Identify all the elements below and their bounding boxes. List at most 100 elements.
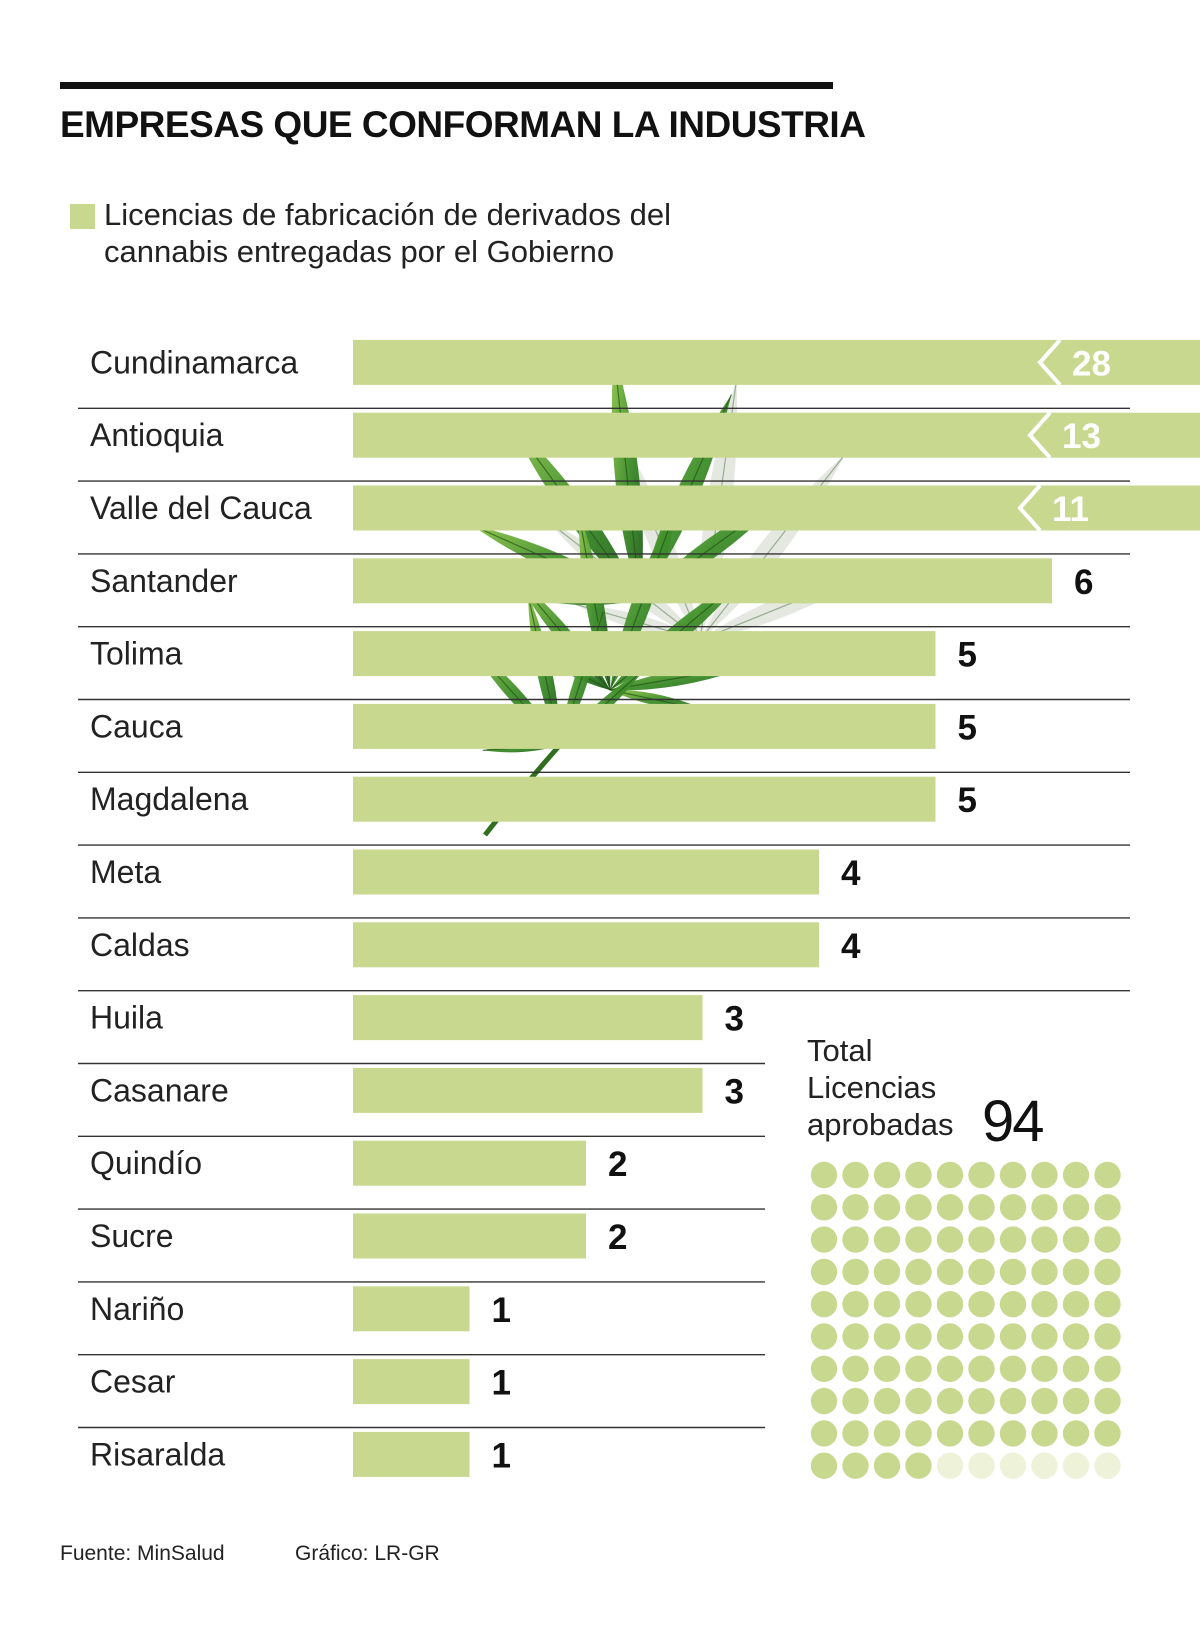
license-dot bbox=[1031, 1194, 1058, 1221]
license-dot bbox=[999, 1420, 1027, 1447]
license-dot bbox=[842, 1387, 869, 1415]
bar bbox=[353, 339, 1200, 385]
license-dot bbox=[842, 1258, 869, 1286]
bar-category-label: Huila bbox=[90, 1000, 163, 1036]
license-dot bbox=[968, 1387, 995, 1415]
bar-category-label: Santander bbox=[90, 563, 238, 599]
license-dot bbox=[810, 1226, 838, 1253]
license-dot bbox=[873, 1258, 901, 1286]
license-dot bbox=[905, 1323, 932, 1350]
license-dot bbox=[810, 1291, 838, 1318]
license-dot bbox=[1062, 1226, 1090, 1253]
license-dot bbox=[842, 1452, 869, 1479]
bar-value-label: 1 bbox=[492, 1364, 511, 1403]
bar-category-label: Risaralda bbox=[90, 1436, 225, 1472]
license-dot bbox=[999, 1323, 1027, 1350]
bar-value-label: 13 bbox=[1062, 417, 1101, 456]
bar-category-label: Cauca bbox=[90, 708, 183, 744]
license-dot bbox=[1062, 1420, 1090, 1447]
license-dot bbox=[1031, 1161, 1058, 1189]
license-dot bbox=[936, 1387, 964, 1415]
license-dot bbox=[1062, 1387, 1090, 1415]
bar-value-label: 2 bbox=[608, 1145, 627, 1184]
bar-value-label: 3 bbox=[725, 1000, 744, 1039]
license-dot bbox=[1094, 1194, 1121, 1221]
bar-value-label: 28 bbox=[1072, 344, 1111, 383]
license-dot bbox=[999, 1226, 1027, 1253]
license-dot bbox=[1031, 1291, 1058, 1318]
license-dot bbox=[968, 1420, 995, 1447]
bar-value-label: 1 bbox=[492, 1436, 511, 1475]
total-label-line: aprobadas bbox=[807, 1107, 954, 1142]
empty-dot bbox=[999, 1452, 1027, 1479]
bar-value-label: 5 bbox=[958, 708, 977, 747]
license-dot bbox=[842, 1355, 869, 1383]
legend-swatch bbox=[70, 204, 95, 229]
license-dot bbox=[1094, 1226, 1121, 1253]
license-dot bbox=[999, 1291, 1027, 1318]
bar bbox=[353, 558, 1052, 604]
license-dot bbox=[1094, 1355, 1121, 1383]
license-dot bbox=[810, 1420, 838, 1447]
license-dot bbox=[936, 1226, 964, 1253]
license-dot bbox=[905, 1258, 932, 1286]
bar bbox=[353, 1140, 586, 1186]
license-dots-grid bbox=[810, 1161, 1121, 1479]
license-dot bbox=[905, 1452, 932, 1479]
license-dot bbox=[1031, 1387, 1058, 1415]
bar-category-label: Nariño bbox=[90, 1291, 184, 1327]
license-dot bbox=[999, 1161, 1027, 1189]
license-dot bbox=[842, 1291, 869, 1318]
bar bbox=[353, 1067, 703, 1113]
license-dot bbox=[1062, 1258, 1090, 1286]
license-dot bbox=[936, 1194, 964, 1221]
license-dot bbox=[999, 1387, 1027, 1415]
footer-credit: Gráfico: LR-GR bbox=[295, 1542, 440, 1565]
bar-category-label: Valle del Cauca bbox=[90, 490, 312, 526]
bar-category-label: Caldas bbox=[90, 927, 190, 963]
license-dot bbox=[810, 1194, 838, 1221]
license-dot bbox=[842, 1194, 869, 1221]
license-dot bbox=[1062, 1291, 1090, 1318]
license-dot bbox=[1094, 1161, 1121, 1189]
top-rule bbox=[60, 82, 833, 89]
bar-category-label: Casanare bbox=[90, 1072, 229, 1108]
total-value: 94 bbox=[982, 1089, 1044, 1154]
license-dot bbox=[999, 1355, 1027, 1383]
bar bbox=[353, 631, 936, 677]
license-dot bbox=[999, 1258, 1027, 1286]
bar-value-label: 4 bbox=[841, 854, 861, 893]
license-dot bbox=[905, 1194, 932, 1221]
bar bbox=[353, 995, 703, 1041]
total-label-line: Total bbox=[807, 1033, 873, 1068]
license-dot bbox=[873, 1452, 901, 1479]
license-dot bbox=[1031, 1226, 1058, 1253]
bar-category-label: Quindío bbox=[90, 1145, 202, 1181]
license-dot bbox=[936, 1355, 964, 1383]
license-dot bbox=[873, 1194, 901, 1221]
bar-value-label: 5 bbox=[958, 636, 977, 675]
license-dot bbox=[905, 1226, 932, 1253]
bar-break-marker bbox=[1017, 484, 1042, 532]
license-dot bbox=[873, 1291, 901, 1318]
license-dot bbox=[905, 1291, 932, 1318]
license-dot bbox=[1062, 1161, 1090, 1189]
bar-category-label: Sucre bbox=[90, 1218, 174, 1254]
license-dot bbox=[968, 1323, 995, 1350]
license-dot bbox=[1094, 1323, 1121, 1350]
footer-source: Fuente: MinSalud bbox=[60, 1542, 225, 1565]
license-dot bbox=[1062, 1355, 1090, 1383]
bar-category-label: Magdalena bbox=[90, 781, 249, 817]
bar-value-label: 1 bbox=[492, 1291, 511, 1330]
bar-value-label: 2 bbox=[608, 1218, 627, 1257]
license-dot bbox=[936, 1258, 964, 1286]
license-dot bbox=[873, 1387, 901, 1415]
license-dot bbox=[810, 1258, 838, 1286]
license-dot bbox=[842, 1420, 869, 1447]
chart-title: EMPRESAS QUE CONFORMAN LA INDUSTRIA bbox=[60, 104, 866, 145]
license-dot bbox=[905, 1387, 932, 1415]
license-dot bbox=[1094, 1387, 1121, 1415]
license-dot bbox=[873, 1355, 901, 1383]
